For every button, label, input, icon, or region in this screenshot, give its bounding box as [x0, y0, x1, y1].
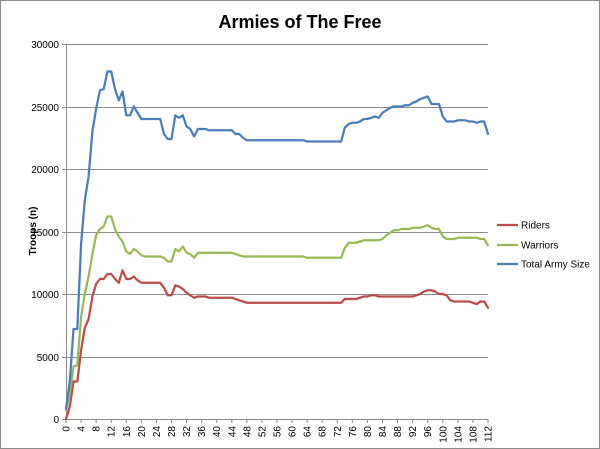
x-tick-label: 28	[167, 426, 178, 438]
x-tick-label: 96	[423, 426, 434, 438]
y-tick-label: 10000	[31, 290, 59, 301]
x-tick-label: 52	[257, 426, 268, 438]
x-tick-label: 84	[378, 426, 389, 438]
x-tick-label: 60	[288, 426, 299, 438]
x-axis-ticks: 0 4 8 12 16 20 24 28 32 36 40 44 48 52 56 60 64 68 72 76 80 8…	[62, 419, 495, 443]
y-tick-label: 30000	[31, 40, 59, 51]
x-tick-label: 32	[182, 426, 193, 438]
x-tick-label: 64	[303, 426, 314, 438]
x-tick-label: 0	[62, 426, 73, 432]
x-tick-label: 56	[273, 426, 284, 438]
gridlines	[66, 44, 488, 358]
series-lines	[64, 70, 490, 421]
x-tick-label: 76	[348, 426, 359, 438]
x-tick-label: 16	[122, 426, 133, 438]
axes	[66, 44, 488, 420]
chart-title: Armies of The Free	[218, 12, 381, 32]
x-tick-label: 88	[393, 426, 404, 438]
y-tick-label: 15000	[31, 228, 59, 239]
x-tick-label: 8	[92, 426, 103, 432]
legend-label: Total Army Size	[521, 260, 590, 271]
y-axis-title: Troops (n)	[28, 207, 39, 256]
x-tick-label: 36	[197, 426, 208, 438]
x-tick-label: 112	[484, 426, 495, 442]
series-line-total-army-size	[64, 70, 490, 411]
x-tick-label: 68	[318, 426, 329, 438]
x-tick-label: 108	[468, 426, 479, 443]
y-tick-label: 25000	[31, 103, 59, 114]
legend-label: Warriors	[521, 241, 558, 252]
y-axis-ticks: 0 5000 10000 15000 20000 25000 30000	[31, 40, 66, 426]
x-tick-label: 72	[333, 426, 344, 438]
x-tick-label: 80	[363, 426, 374, 438]
x-tick-label: 104	[453, 426, 464, 443]
x-tick-label: 12	[107, 426, 118, 438]
legend: Riders Warriors Total Army Size	[497, 221, 590, 271]
y-tick-label: 20000	[31, 165, 59, 176]
series-line-warriors	[64, 215, 490, 412]
x-tick-label: 92	[408, 426, 419, 438]
x-tick-label: 20	[137, 426, 148, 438]
x-tick-label: 100	[438, 426, 449, 443]
x-tick-label: 40	[212, 426, 223, 438]
y-tick-label: 5000	[37, 353, 60, 364]
x-tick-label: 48	[242, 426, 253, 438]
x-tick-label: 4	[77, 426, 88, 432]
x-tick-label: 24	[152, 426, 163, 438]
x-tick-label: 44	[227, 426, 238, 438]
legend-label: Riders	[521, 221, 550, 232]
series-line-riders	[64, 269, 490, 421]
y-tick-label: 0	[53, 415, 59, 426]
